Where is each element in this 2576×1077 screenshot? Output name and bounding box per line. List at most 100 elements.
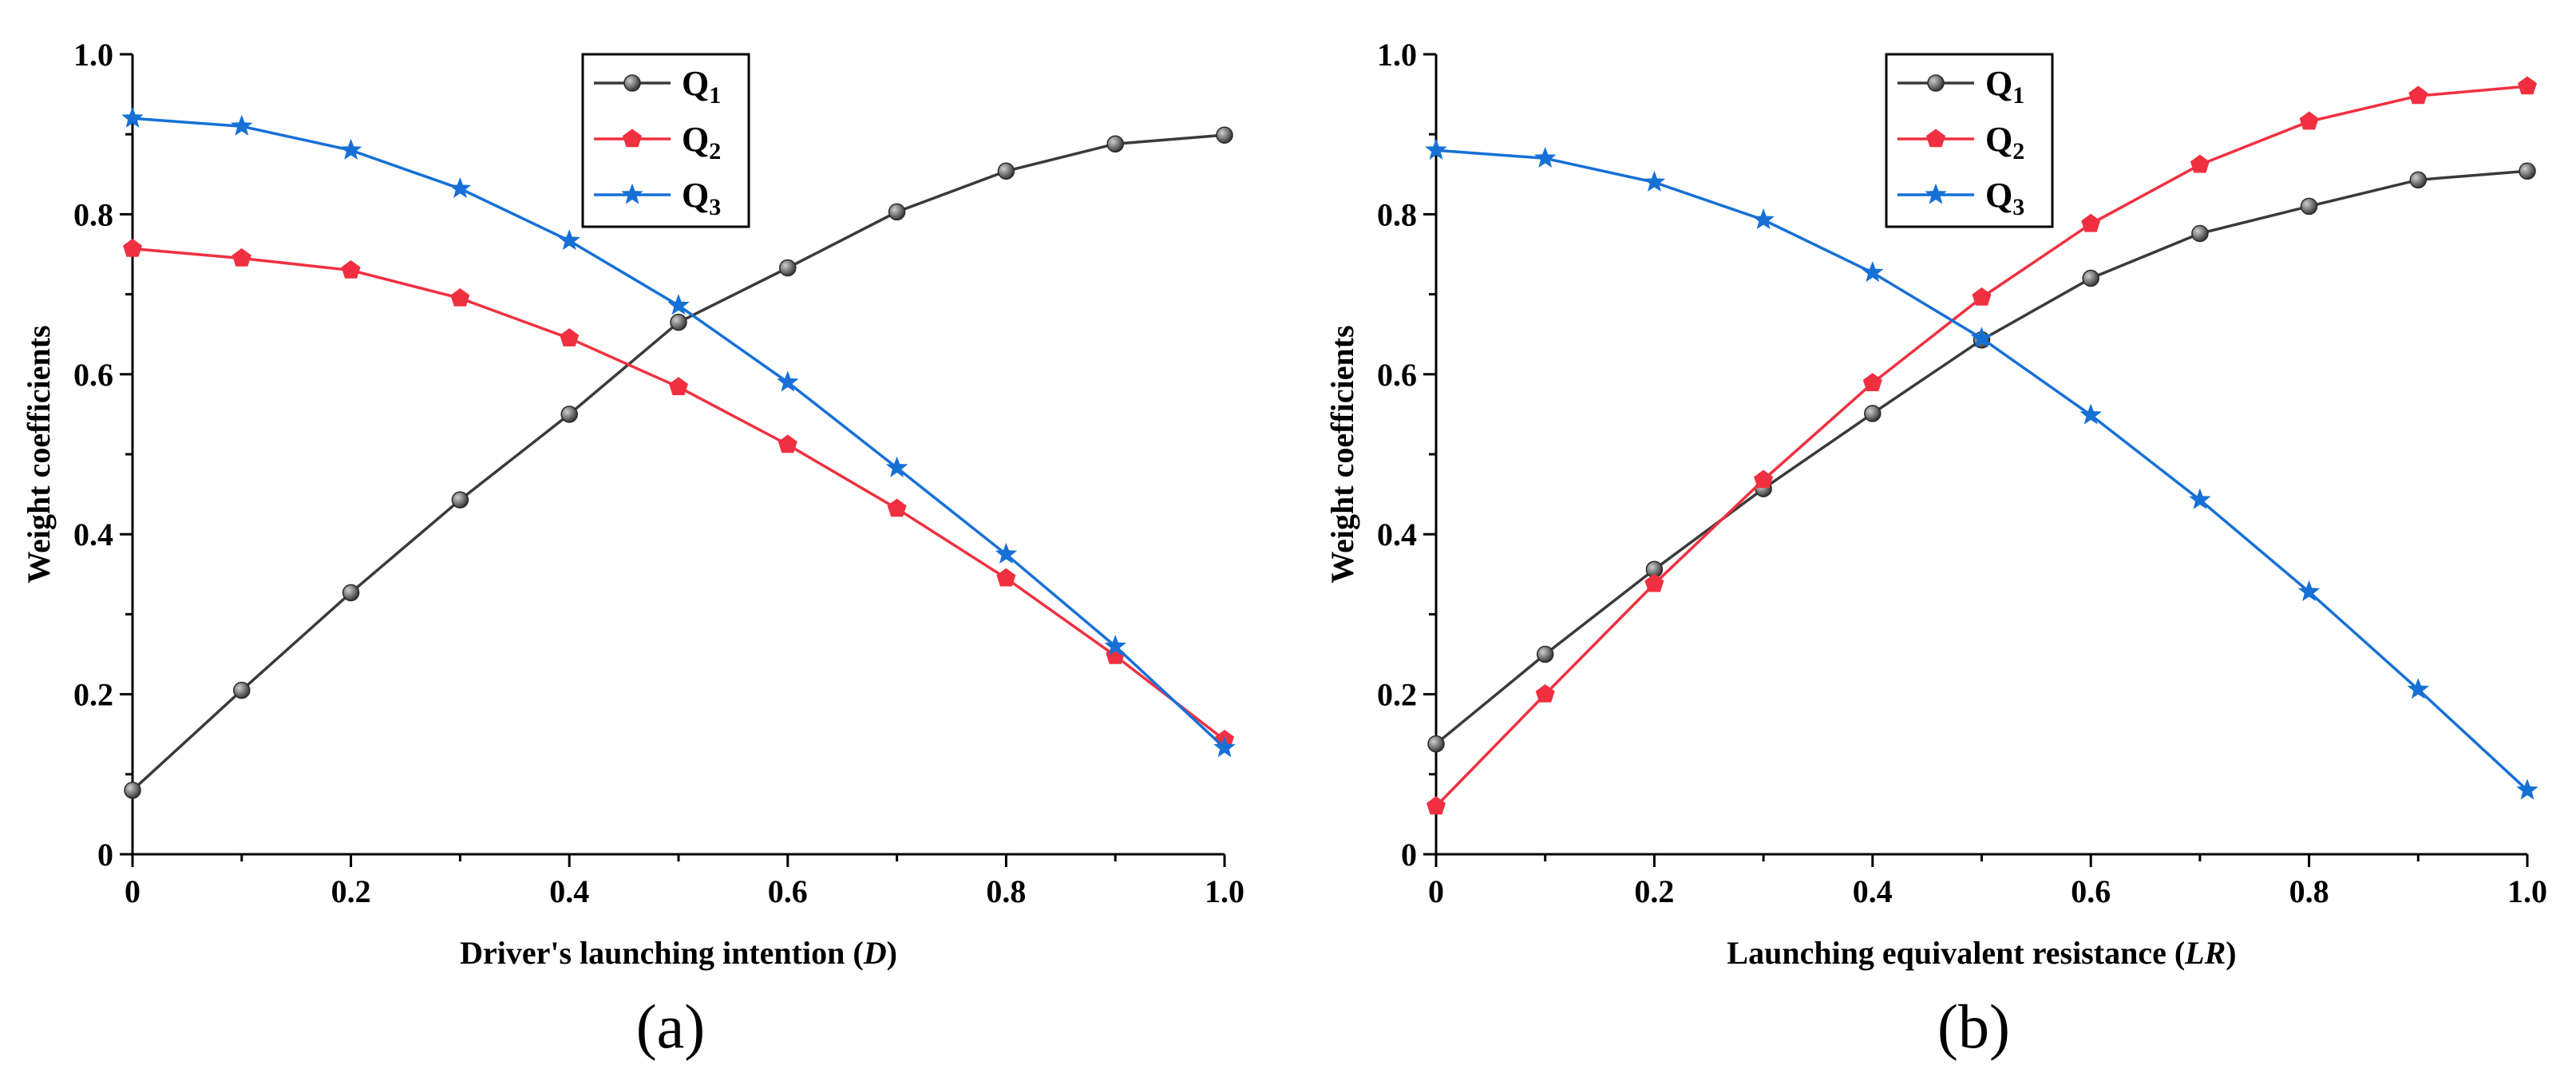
- b-x-axis-title-text: Launching equivalent resistance (: [1727, 935, 2185, 971]
- b-series-q3-point: [2079, 403, 2102, 425]
- a-series-q1-point: [451, 491, 469, 509]
- b-series-q1-point: [2519, 162, 2536, 180]
- b-series-q3-point: [1862, 261, 1884, 283]
- b-series-q3: [1425, 138, 2538, 800]
- a-x-tick-label: 0.8: [986, 873, 1026, 909]
- a-series-q1-point: [888, 203, 906, 221]
- b-legend-label-q1: Q1: [1985, 64, 2024, 109]
- a-series-q2-point: [887, 498, 907, 517]
- b-legend-label-q3-name: Q: [1985, 176, 2012, 215]
- b-x-tick-label: 0.2: [1634, 873, 1674, 909]
- a-series-q1-point: [779, 259, 797, 277]
- a-series-q3-point: [558, 229, 580, 251]
- b-y-tick-label: 1.0: [1377, 37, 1417, 73]
- a-series-q2-point: [123, 238, 142, 257]
- b-y-tick-label: 0.4: [1377, 517, 1417, 552]
- b-y-tick-label: 0.2: [1377, 677, 1417, 713]
- b-series-q2-point: [1644, 573, 1664, 592]
- a-series-q2-point: [996, 568, 1016, 587]
- b-legend-box: [1885, 53, 2054, 228]
- a-legend-label-q2-name: Q: [682, 120, 709, 159]
- b-legend-label-q2-sub: 2: [2012, 138, 2024, 164]
- a-x-tick-label: 1.0: [1205, 873, 1244, 909]
- a-x-tick-label: 0.6: [768, 873, 808, 909]
- b-series-q3-point: [2407, 678, 2430, 699]
- b-series-q3-point: [1643, 170, 1666, 192]
- b-series-q1-point: [2191, 224, 2209, 243]
- a-series-q1-point: [124, 782, 141, 799]
- a-x-axis-title-symbol: D: [863, 935, 887, 971]
- a-series-q2-point: [341, 259, 361, 279]
- b-series-q2-point: [1535, 683, 1555, 703]
- b-series-q2-point: [2081, 213, 2101, 232]
- a-y-tick-label: 0.2: [73, 677, 113, 713]
- b-series-q1-line: [1434, 169, 2528, 746]
- a-panel-label: (a): [636, 992, 706, 1061]
- b-y-axis-title: Weight coefficients: [1324, 325, 1360, 583]
- b-legend-label-q3: Q3: [1985, 176, 2024, 220]
- b-series-q3-point: [1533, 146, 1557, 168]
- a-x-tick-label: 0.2: [331, 873, 371, 909]
- b-series-q3-point: [2297, 580, 2321, 602]
- b-legend-marker-q3: [1925, 183, 1947, 204]
- b-x-axis-title: Launching equivalent resistance (LR): [1727, 935, 2236, 971]
- b-legend-label-q1-name: Q: [1985, 64, 2012, 103]
- b-panel-label: (b): [1937, 992, 2010, 1061]
- b-series-q3-point: [2189, 488, 2211, 509]
- a-y-tick-label: 0: [97, 837, 113, 873]
- b-y-tick-label: 0.8: [1377, 196, 1417, 232]
- a-series-q3-point: [121, 106, 144, 128]
- b-series-q2: [1426, 76, 2537, 815]
- a-legend-label-q1-sub: 1: [709, 82, 721, 109]
- b-series-q2-point: [2408, 85, 2428, 105]
- b-legend-label-q1-sub: 1: [2012, 82, 2024, 109]
- a-x-tick-label: 0: [125, 873, 140, 909]
- a-x-axis-title-text: Driver's launching intention (: [460, 935, 864, 971]
- b-y-tick-label: 0.6: [1377, 357, 1417, 393]
- a-y-tick-label: 1.0: [73, 37, 113, 73]
- a-series-q2-point: [560, 328, 580, 346]
- b-legend-label-q3-sub: 3: [2012, 194, 2024, 220]
- a-legend-label-q1: Q1: [682, 64, 721, 109]
- a-series-q1-point: [1216, 126, 1233, 144]
- a-series-q3-point: [339, 138, 362, 160]
- b-legend-marker-q2: [1926, 129, 1945, 148]
- a-y-tick-label: 0.4: [73, 517, 113, 552]
- b-series-q1-point: [1864, 405, 1882, 422]
- b-series-q3-point: [2516, 778, 2538, 800]
- b-series-q1: [1427, 162, 2536, 753]
- b-series-q3-point: [1752, 208, 1775, 230]
- a-legend-box: [581, 53, 750, 228]
- b-series-q2-point: [2299, 111, 2319, 130]
- b-series-q2-point: [2190, 154, 2210, 173]
- a-series-q2-point: [231, 247, 251, 267]
- b-series-q3-point: [1970, 327, 1993, 348]
- a-legend-label-q2-sub: 2: [709, 138, 721, 164]
- panel-a-chart: 0 0.2 0.4 0.6 0.8 1.0 0 0.2 0.4 0.6 0.8 1.0 Weight c…: [21, 37, 1244, 1061]
- a-x-axis-title: Driver's launching intention (D): [460, 935, 897, 971]
- a-y-tick-label: 0.8: [73, 196, 113, 232]
- a-series-q1-line: [131, 133, 1225, 792]
- a-series-q3-point: [449, 176, 472, 199]
- a-legend-label-q3-name: Q: [682, 176, 709, 215]
- b-x-tick-label: 0.6: [2071, 873, 2111, 909]
- a-y-axis-title: Weight coefficients: [21, 325, 57, 583]
- b-y-tick-label: 0: [1401, 837, 1417, 873]
- b-x-tick-label: 0.8: [2289, 873, 2329, 909]
- b-series-q3-point: [1425, 138, 1447, 160]
- a-series-q3-point: [1104, 635, 1126, 656]
- a-series-q3: [121, 106, 1236, 758]
- b-series-q1-point: [2300, 197, 2318, 216]
- a-series-q3-point: [1213, 736, 1236, 758]
- a-series-q1-point: [233, 681, 251, 699]
- a-series-q3-point: [231, 114, 253, 136]
- a-x-tick-label: 0.4: [549, 873, 589, 909]
- b-series-q2-point: [1426, 796, 1446, 815]
- a-series-q1-point: [342, 584, 360, 602]
- a-legend-label-q1-name: Q: [682, 64, 709, 103]
- b-legend-marker-q1: [1927, 74, 1945, 92]
- a-series-q1-point: [997, 162, 1015, 180]
- b-x-tick-label: 1.0: [2507, 873, 2547, 909]
- b-legend-label-q2: Q2: [1985, 120, 2024, 164]
